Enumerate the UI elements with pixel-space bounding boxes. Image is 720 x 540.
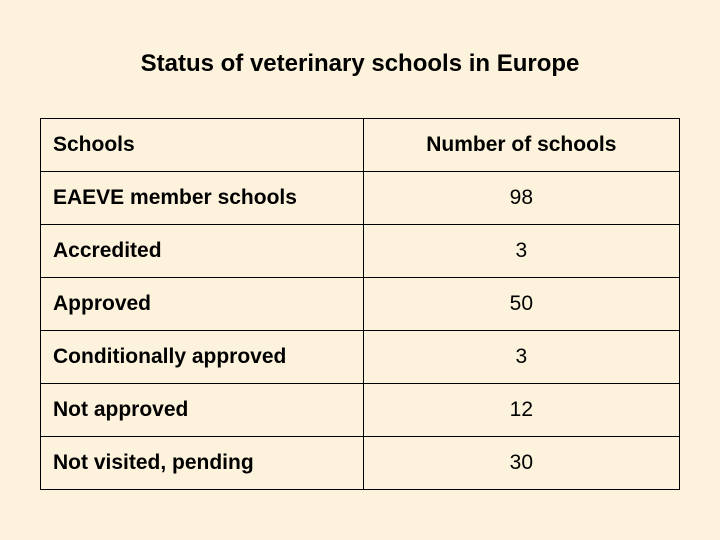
table-row: Not visited, pending 30 (41, 437, 680, 490)
table-row: Conditionally approved 3 (41, 331, 680, 384)
row-value: 3 (363, 225, 679, 278)
row-value: 12 (363, 384, 679, 437)
row-label: Accredited (41, 225, 364, 278)
table-header-row: Schools Number of schools (41, 119, 680, 172)
row-label: Approved (41, 278, 364, 331)
row-value: 98 (363, 172, 679, 225)
row-value: 3 (363, 331, 679, 384)
column-header-number: Number of schools (363, 119, 679, 172)
row-value: 30 (363, 437, 679, 490)
table-row: Approved 50 (41, 278, 680, 331)
row-label: Not visited, pending (41, 437, 364, 490)
slide-container: Status of veterinary schools in Europe S… (0, 0, 720, 540)
column-header-schools: Schools (41, 119, 364, 172)
table-row: Not approved 12 (41, 384, 680, 437)
row-label: Not approved (41, 384, 364, 437)
table-row: EAEVE member schools 98 (41, 172, 680, 225)
row-value: 50 (363, 278, 679, 331)
schools-table: Schools Number of schools EAEVE member s… (40, 118, 680, 490)
slide-title: Status of veterinary schools in Europe (40, 50, 680, 78)
row-label: EAEVE member schools (41, 172, 364, 225)
row-label: Conditionally approved (41, 331, 364, 384)
table-row: Accredited 3 (41, 225, 680, 278)
